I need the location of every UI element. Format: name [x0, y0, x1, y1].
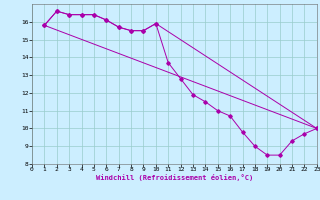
X-axis label: Windchill (Refroidissement éolien,°C): Windchill (Refroidissement éolien,°C) [96, 174, 253, 181]
